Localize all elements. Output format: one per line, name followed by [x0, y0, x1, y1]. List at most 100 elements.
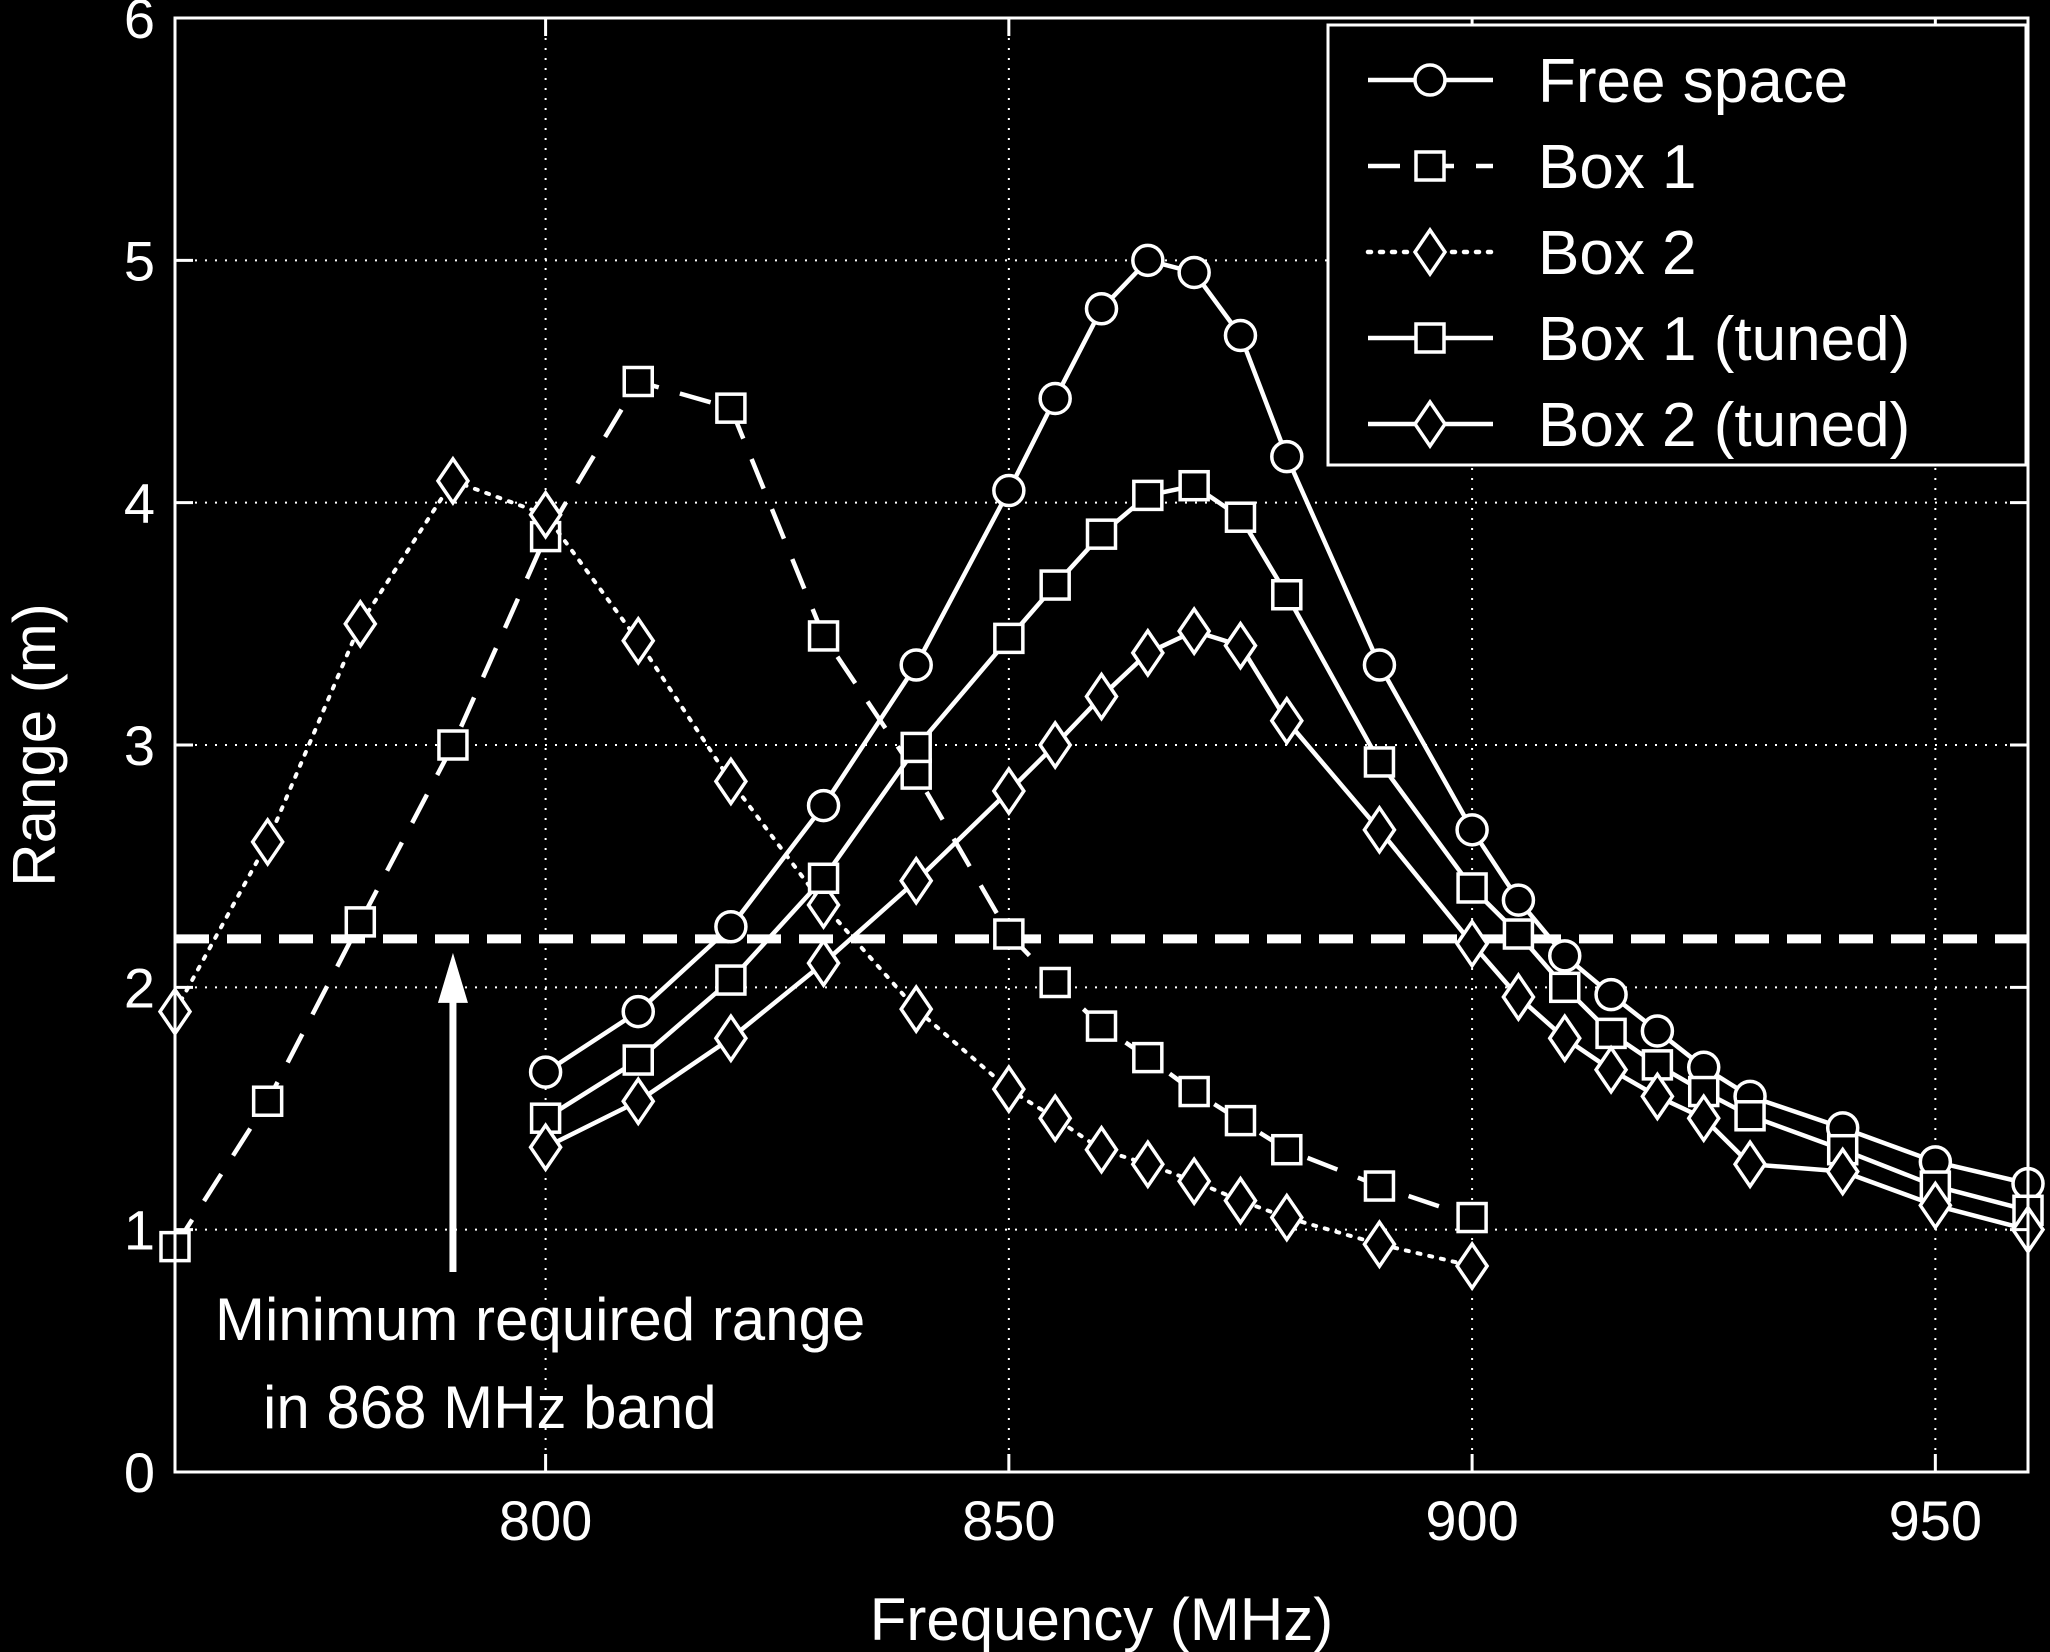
data-point [1039, 966, 1071, 999]
y-tick-label: 0 [124, 1441, 155, 1504]
data-point [1595, 1017, 1627, 1050]
data-point [528, 489, 563, 540]
data-point [1454, 1240, 1490, 1292]
data-point [1455, 813, 1489, 847]
data-point [1177, 255, 1211, 290]
data-point [1131, 243, 1165, 278]
data-point [1085, 518, 1118, 550]
data-point [1084, 292, 1119, 326]
data-point [1456, 872, 1488, 904]
data-point [715, 964, 747, 996]
data-point [621, 994, 655, 1029]
legend-entry: Box 1 [1368, 133, 1697, 202]
y-tick-label: 1 [124, 1199, 155, 1262]
data-point [1501, 971, 1536, 1023]
data-point [807, 620, 840, 652]
x-tick-label: 800 [499, 1489, 592, 1552]
data-point [713, 756, 749, 807]
data-point [1085, 1010, 1118, 1042]
data-point [1130, 627, 1165, 679]
data-point [528, 1122, 563, 1173]
data-point [1501, 883, 1536, 917]
data-point [250, 816, 285, 868]
data-point [1271, 1133, 1303, 1166]
data-point [1039, 569, 1071, 601]
series-line [173, 379, 1473, 1248]
y-tick-label: 6 [124, 0, 155, 50]
legend-marker [1414, 322, 1446, 354]
data-point [1548, 939, 1582, 973]
data-point [1130, 1139, 1165, 1190]
x-tick-label: 950 [1889, 1489, 1982, 1552]
data-point [343, 598, 378, 649]
data-point [1549, 971, 1581, 1004]
data-point [991, 1064, 1026, 1115]
data-point [715, 392, 747, 424]
annotation-text-line-1: Minimum required range [215, 1286, 865, 1353]
y-tick-label: 4 [124, 472, 155, 535]
data-point [1224, 501, 1257, 533]
legend-marker [1414, 150, 1446, 182]
data-point [713, 1013, 749, 1064]
data-point [1594, 977, 1628, 1012]
data-point [621, 615, 656, 666]
data-point [344, 906, 377, 938]
data-point [714, 910, 748, 944]
legend-box [1326, 23, 2028, 467]
data-point [900, 731, 932, 764]
data-point [622, 1044, 654, 1076]
y-axis-label: Range (m) [1, 603, 68, 886]
x-tick-label: 900 [1425, 1489, 1518, 1552]
data-point [1363, 746, 1396, 778]
data-point [1271, 579, 1303, 611]
data-point [1223, 620, 1258, 671]
y-tick-label: 2 [124, 956, 155, 1019]
legend: Free space Box 1 Box 2 Box 1 (tuned) Box 2 (… [1326, 23, 2028, 467]
data-point [1686, 1093, 1721, 1144]
data-point [1640, 1014, 1675, 1048]
data-point [1178, 1075, 1210, 1108]
data-point [1363, 1170, 1396, 1202]
data-point [993, 622, 1025, 655]
x-axis-label: Frequency (MHz) [870, 1586, 1333, 1652]
legend-label: Free space [1538, 47, 1848, 116]
data-point [622, 365, 654, 398]
data-point [1038, 719, 1073, 771]
legend-label: Box 2 (tuned) [1538, 391, 1910, 460]
data-point [1038, 1093, 1073, 1144]
annotation-text-line-2: in 868 MHz band [263, 1374, 717, 1441]
data-point [992, 473, 1026, 508]
annotation-arrow-head [437, 952, 468, 1003]
data-point [993, 918, 1025, 950]
legend-entry: Box 1 (tuned) [1368, 305, 1910, 374]
series-box-1-tuned [529, 469, 2044, 1227]
series-box-1 [159, 365, 1488, 1263]
data-point [1454, 918, 1490, 969]
data-point [1223, 1175, 1258, 1226]
legend-entry: Free space [1368, 47, 1848, 116]
legend-entry: Box 2 (tuned) [1368, 391, 1910, 460]
axis-ticks: 800 850 900 950 0 1 2 3 4 5 6 [124, 0, 2028, 1552]
data-point [435, 455, 471, 506]
data-point [1269, 1192, 1304, 1243]
data-point [807, 862, 840, 895]
data-point [1084, 671, 1119, 722]
data-point [806, 937, 841, 989]
data-point [900, 758, 932, 790]
legend-marker [1413, 63, 1447, 97]
series-box-2-tuned [528, 605, 2046, 1255]
data-point [1732, 1139, 1768, 1190]
data-point [1084, 1124, 1119, 1175]
x-tick-label: 850 [962, 1489, 1055, 1552]
data-point [899, 648, 933, 682]
legend-label: Box 1 [1538, 133, 1697, 202]
data-point [437, 729, 469, 761]
threshold-annotation: Minimum required range in 868 MHz band [215, 1286, 865, 1441]
data-point [1362, 1219, 1397, 1270]
legend-marker [1412, 398, 1448, 450]
data-point [621, 1076, 656, 1127]
data-point [1270, 439, 1304, 474]
data-point [1547, 1013, 1582, 1064]
data-point [991, 765, 1026, 817]
data-point [251, 1085, 284, 1117]
